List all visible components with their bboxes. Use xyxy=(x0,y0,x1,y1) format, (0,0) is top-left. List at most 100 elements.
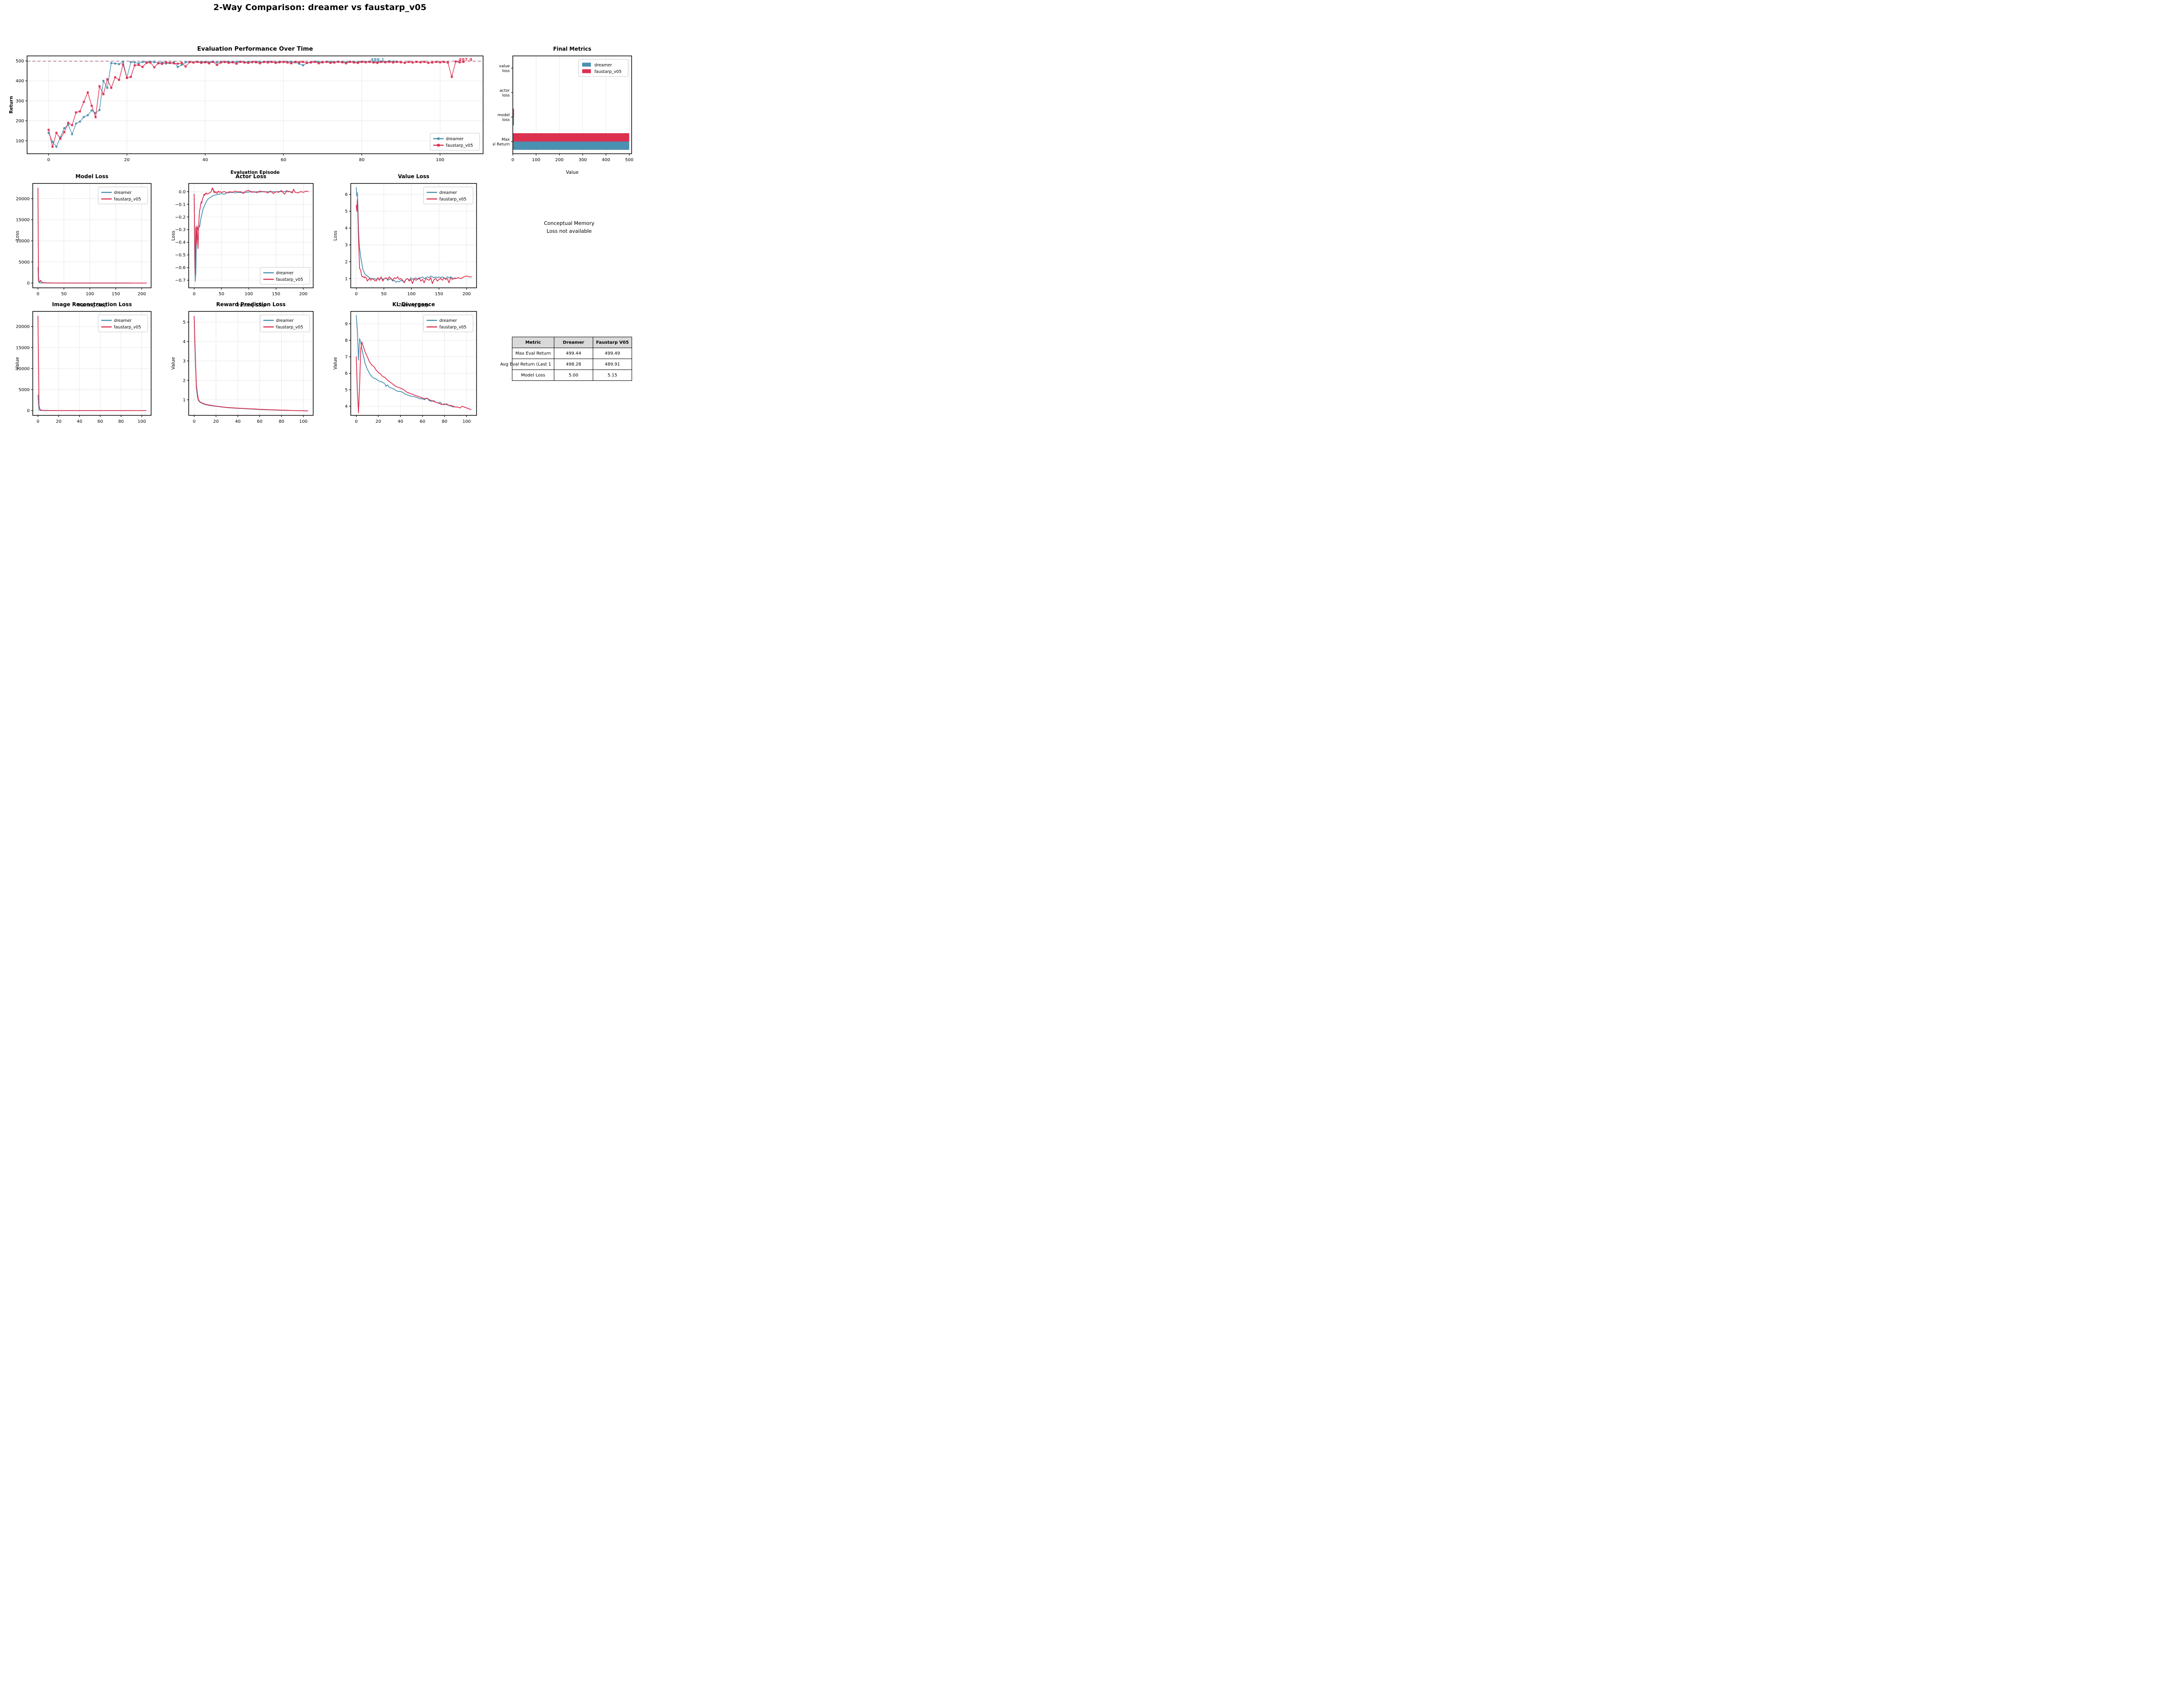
svg-text:dreamer: dreamer xyxy=(276,271,294,276)
svg-text:loss: loss xyxy=(502,118,510,122)
actor-plot: 0.0 −0.1 −0.2 −0.3 −0.4 −0.5 −0.6 −0.7 0 50 100 150… xyxy=(171,173,314,308)
svg-text:dreamer: dreamer xyxy=(594,63,612,68)
svg-text:8: 8 xyxy=(345,338,348,343)
table-row: Max Eval Return 499.44 499.49 xyxy=(512,348,632,359)
svg-text:4: 4 xyxy=(345,226,348,231)
svg-text:value: value xyxy=(499,64,510,69)
table-row: Avg Eval Return (Last 1 498.28 489.91 xyxy=(500,359,632,370)
svg-text:4: 4 xyxy=(345,404,348,409)
metric-value: 499.44 xyxy=(554,348,593,359)
svg-text:faustarp_v05: faustarp_v05 xyxy=(594,69,622,74)
table-header-row: Metric Dreamer Faustarp V05 xyxy=(512,337,632,348)
svg-text:500: 500 xyxy=(16,59,24,64)
svg-text:100: 100 xyxy=(138,419,146,424)
svg-text:−0.6: −0.6 xyxy=(175,266,186,270)
kl-divergence-chart: 4 5 6 7 8 9 0 20 40 60 80 100 KL DivergenceTraining … xyxy=(331,298,483,426)
svg-text:40: 40 xyxy=(77,419,83,424)
svg-text:400: 400 xyxy=(602,158,610,162)
svg-text:200: 200 xyxy=(555,158,563,162)
metric-value: 5.00 xyxy=(554,370,593,381)
svg-text:−0.2: −0.2 xyxy=(175,215,186,220)
svg-text:Actor Loss: Actor Loss xyxy=(235,173,266,180)
svg-text:−0.5: −0.5 xyxy=(175,253,186,258)
image-reconstruction-loss-chart: 0 5000 10000 15000 20000 0 20 40 60 80 100 Image Re… xyxy=(13,298,157,426)
svg-text:−0.3: −0.3 xyxy=(175,228,186,232)
svg-text:50: 50 xyxy=(61,292,67,297)
svg-text:10000: 10000 xyxy=(16,239,30,244)
svg-text:Evaluation Episode: Evaluation Episode xyxy=(231,170,280,175)
svg-text:Value: Value xyxy=(171,357,176,370)
svg-text:100: 100 xyxy=(245,292,253,297)
svg-text:5: 5 xyxy=(183,320,186,325)
svg-text:0: 0 xyxy=(355,419,357,424)
svg-text:2: 2 xyxy=(183,378,186,383)
svg-text:200: 200 xyxy=(299,292,308,297)
svg-text:−0.4: −0.4 xyxy=(175,240,186,245)
svg-text:Training Step: Training Step xyxy=(398,303,429,308)
svg-text:model: model xyxy=(498,113,510,117)
metric-value: 498.28 xyxy=(554,359,593,370)
svg-text:3: 3 xyxy=(345,243,348,248)
image-plot: 0 5000 10000 15000 20000 0 20 40 60 80 100 Image Re… xyxy=(15,301,152,424)
svg-text:dreamer: dreamer xyxy=(114,318,131,323)
metric-value: 499.49 xyxy=(593,348,632,359)
svg-text:50: 50 xyxy=(381,292,387,297)
svg-text:Loss: Loss xyxy=(171,231,176,241)
metric-value: 489.91 xyxy=(593,359,632,370)
svg-text:1: 1 xyxy=(345,276,348,281)
svg-text:40: 40 xyxy=(202,158,208,162)
svg-text:Value: Value xyxy=(15,357,20,370)
svg-text:dreamer: dreamer xyxy=(114,190,131,195)
svg-text:faustarp_v05: faustarp_v05 xyxy=(439,197,467,202)
svg-text:80: 80 xyxy=(118,419,124,424)
metric-value: 5.15 xyxy=(593,370,632,381)
svg-text:200: 200 xyxy=(138,292,146,297)
svg-text:60: 60 xyxy=(97,419,103,424)
svg-text:Max: Max xyxy=(501,138,510,142)
svg-text:20: 20 xyxy=(376,419,381,424)
svg-text:KL Divergence: KL Divergence xyxy=(392,301,435,307)
table-header-faustarp: Faustarp V05 xyxy=(593,337,632,348)
metric-label: Model Loss xyxy=(512,370,554,381)
svg-text:20: 20 xyxy=(213,419,219,424)
svg-text:80: 80 xyxy=(442,419,447,424)
svg-text:actor: actor xyxy=(500,89,510,93)
svg-text:faustarp_v05: faustarp_v05 xyxy=(276,277,303,282)
svg-text:5000: 5000 xyxy=(19,260,30,265)
svg-text:0: 0 xyxy=(193,419,195,424)
svg-text:0: 0 xyxy=(193,292,195,297)
svg-text:faustarp_v05: faustarp_v05 xyxy=(276,325,303,330)
svg-text:Image Reconstruction Loss: Image Reconstruction Loss xyxy=(52,301,132,307)
svg-text:60: 60 xyxy=(420,419,425,424)
svg-text:15000: 15000 xyxy=(16,218,30,223)
svg-text:−0.7: −0.7 xyxy=(175,278,186,283)
legend: dreamer faustarp_v05 xyxy=(98,314,148,332)
comparison-figure: 2-Way Comparison: dreamer vs faustarp_v0… xyxy=(0,0,640,426)
svg-text:0: 0 xyxy=(47,158,50,162)
svg-text:Loss: Loss xyxy=(15,231,20,241)
final-metrics-chart: valuelossactorlossmodellossMaxEval Retur… xyxy=(493,42,637,177)
svg-text:Reward Prediction Loss: Reward Prediction Loss xyxy=(216,301,286,307)
svg-text:Eval Return: Eval Return xyxy=(493,142,510,147)
svg-text:100: 100 xyxy=(407,292,415,297)
svg-text:60: 60 xyxy=(281,158,287,162)
svg-text:3: 3 xyxy=(183,359,186,364)
svg-text:faustarp_v05: faustarp_v05 xyxy=(114,325,141,330)
svg-text:0: 0 xyxy=(355,292,357,297)
svg-text:faustarp_v05: faustarp_v05 xyxy=(439,325,467,330)
svg-text:faustarp_v05: faustarp_v05 xyxy=(114,197,141,202)
svg-text:Training Step: Training Step xyxy=(235,303,266,308)
svg-text:5: 5 xyxy=(345,388,348,393)
svg-text:Return: Return xyxy=(9,96,14,114)
svg-text:5: 5 xyxy=(345,209,348,214)
svg-text:loss: loss xyxy=(502,69,510,73)
svg-text:500: 500 xyxy=(625,158,633,162)
svg-text:7: 7 xyxy=(345,355,348,359)
svg-text:loss: loss xyxy=(502,93,510,98)
reward-prediction-loss-chart: 1 2 3 4 5 0 20 40 60 80 100 Reward Prediction LossT… xyxy=(169,298,319,426)
